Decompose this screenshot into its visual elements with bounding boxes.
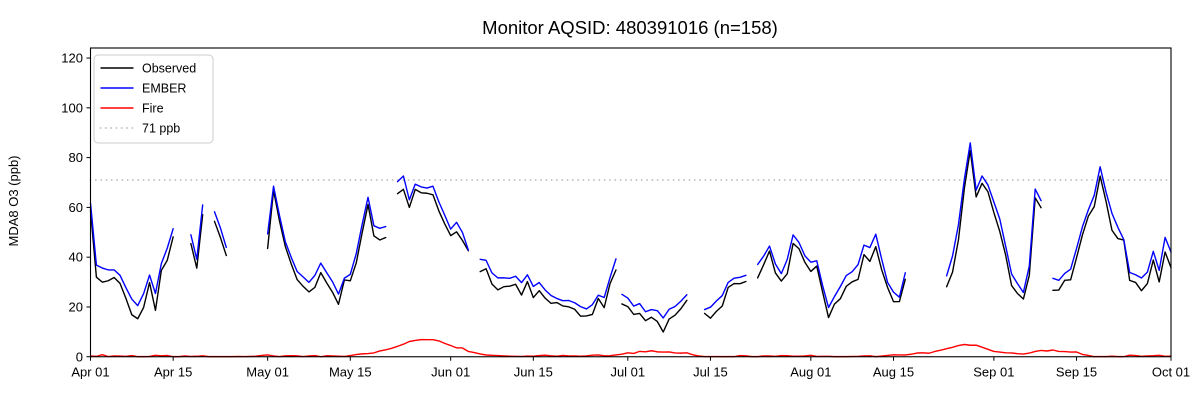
svg-text:MDA8 O3 (ppb): MDA8 O3 (ppb) [6,155,21,246]
svg-text:60: 60 [69,200,83,215]
svg-text:Apr 15: Apr 15 [154,364,192,379]
svg-text:May 01: May 01 [246,364,289,379]
svg-text:0: 0 [76,349,83,364]
svg-text:Jun 15: Jun 15 [514,364,553,379]
svg-text:Apr 01: Apr 01 [71,364,109,379]
svg-text:May 15: May 15 [329,364,372,379]
svg-text:Fire: Fire [142,102,164,116]
svg-text:Aug 15: Aug 15 [873,364,914,379]
svg-text:Oct 01: Oct 01 [1152,364,1190,379]
svg-text:Jun 01: Jun 01 [431,364,470,379]
svg-text:Aug 01: Aug 01 [790,364,831,379]
svg-text:71 ppb: 71 ppb [142,122,180,136]
svg-text:80: 80 [69,150,83,165]
svg-text:100: 100 [61,100,83,115]
svg-text:40: 40 [69,250,83,265]
svg-text:Observed: Observed [142,62,196,76]
svg-text:20: 20 [69,299,83,314]
svg-text:Jul 15: Jul 15 [693,364,728,379]
svg-text:Jul 01: Jul 01 [610,364,645,379]
svg-text:120: 120 [61,51,83,66]
svg-text:Sep 15: Sep 15 [1056,364,1097,379]
svg-text:EMBER: EMBER [142,82,186,96]
svg-text:Sep 01: Sep 01 [973,364,1014,379]
svg-text:Monitor AQSID: 480391016 (n=15: Monitor AQSID: 480391016 (n=158) [482,17,778,38]
